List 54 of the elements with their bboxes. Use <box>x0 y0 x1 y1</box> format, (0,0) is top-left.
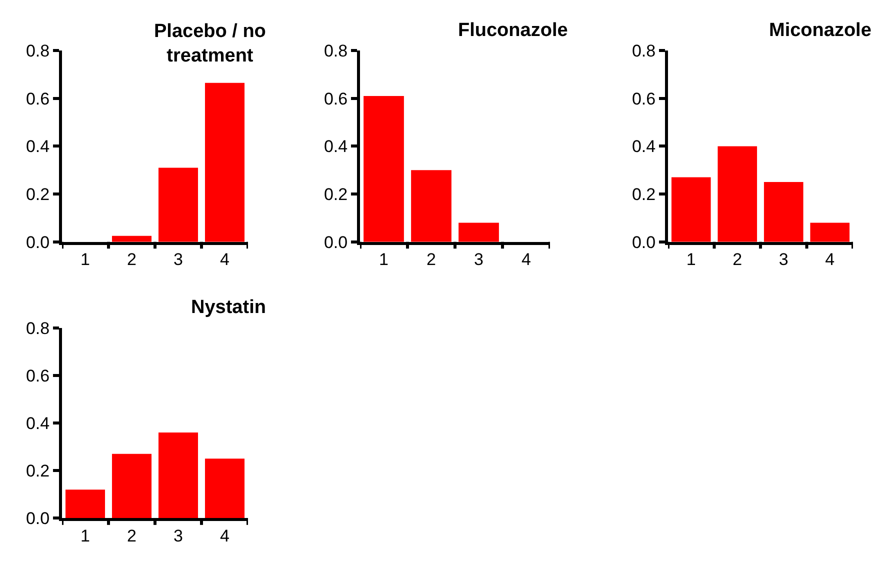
chart-title: Miconazole <box>769 20 872 41</box>
bar <box>810 222 850 242</box>
y-tick-label: 0.2 <box>324 184 348 204</box>
x-tick-label: 3 <box>174 250 183 270</box>
y-tick-label: 0.4 <box>26 137 50 156</box>
y-tick-label: 0.8 <box>26 318 50 338</box>
bar <box>458 222 499 242</box>
x-tick-label: 2 <box>732 250 742 270</box>
bar <box>204 82 245 242</box>
y-tick-label: 0.6 <box>26 366 50 386</box>
bar <box>671 177 711 242</box>
y-tick-label: 0.8 <box>26 41 50 60</box>
x-tick-label: 1 <box>80 526 90 546</box>
y-tick-label: 0.6 <box>324 89 348 108</box>
x-tick-label: 1 <box>379 250 388 270</box>
y-tick-label: 0.4 <box>324 137 348 156</box>
chart-title: Nystatin <box>191 297 266 318</box>
x-tick-label: 1 <box>80 250 90 270</box>
x-tick-label: 3 <box>474 250 484 270</box>
bar <box>364 96 404 242</box>
chart-title: Placebo / no treatment <box>154 21 266 67</box>
y-tick-label: 0.6 <box>26 89 50 108</box>
bar <box>112 236 152 242</box>
x-tick-label: 2 <box>426 250 436 270</box>
bar <box>718 146 758 242</box>
y-tick-label: 0.2 <box>26 184 50 204</box>
bar <box>65 490 106 518</box>
x-tick-label: 4 <box>522 250 531 270</box>
bar <box>411 170 452 242</box>
y-tick-label: 0.2 <box>26 462 50 481</box>
x-tick-label: 1 <box>686 250 696 270</box>
y-tick-label: 0.0 <box>26 232 50 252</box>
x-tick-label: 4 <box>220 250 230 270</box>
y-tick-label: 0.0 <box>324 232 348 252</box>
y-tick-label: 0.4 <box>26 414 50 433</box>
bar <box>764 182 804 242</box>
x-tick-label: 4 <box>825 250 835 270</box>
y-tick-label: 0.0 <box>26 509 50 528</box>
chart-title: Fluconazole <box>458 20 568 41</box>
x-tick-label: 3 <box>778 250 788 270</box>
y-tick-label: 0.2 <box>632 184 656 204</box>
x-tick-label: 2 <box>127 526 136 546</box>
y-tick-label: 0.0 <box>632 232 656 252</box>
x-tick-label: 4 <box>220 526 230 546</box>
bar <box>158 432 198 518</box>
x-tick-label: 2 <box>127 250 136 270</box>
x-tick-label: 3 <box>174 526 183 546</box>
y-tick-label: 0.8 <box>632 41 656 60</box>
bar <box>204 458 245 518</box>
bar <box>112 454 152 518</box>
y-tick-label: 0.6 <box>632 89 656 108</box>
bar <box>158 168 198 242</box>
y-tick-label: 0.4 <box>632 137 656 156</box>
y-tick-label: 0.8 <box>324 41 348 60</box>
